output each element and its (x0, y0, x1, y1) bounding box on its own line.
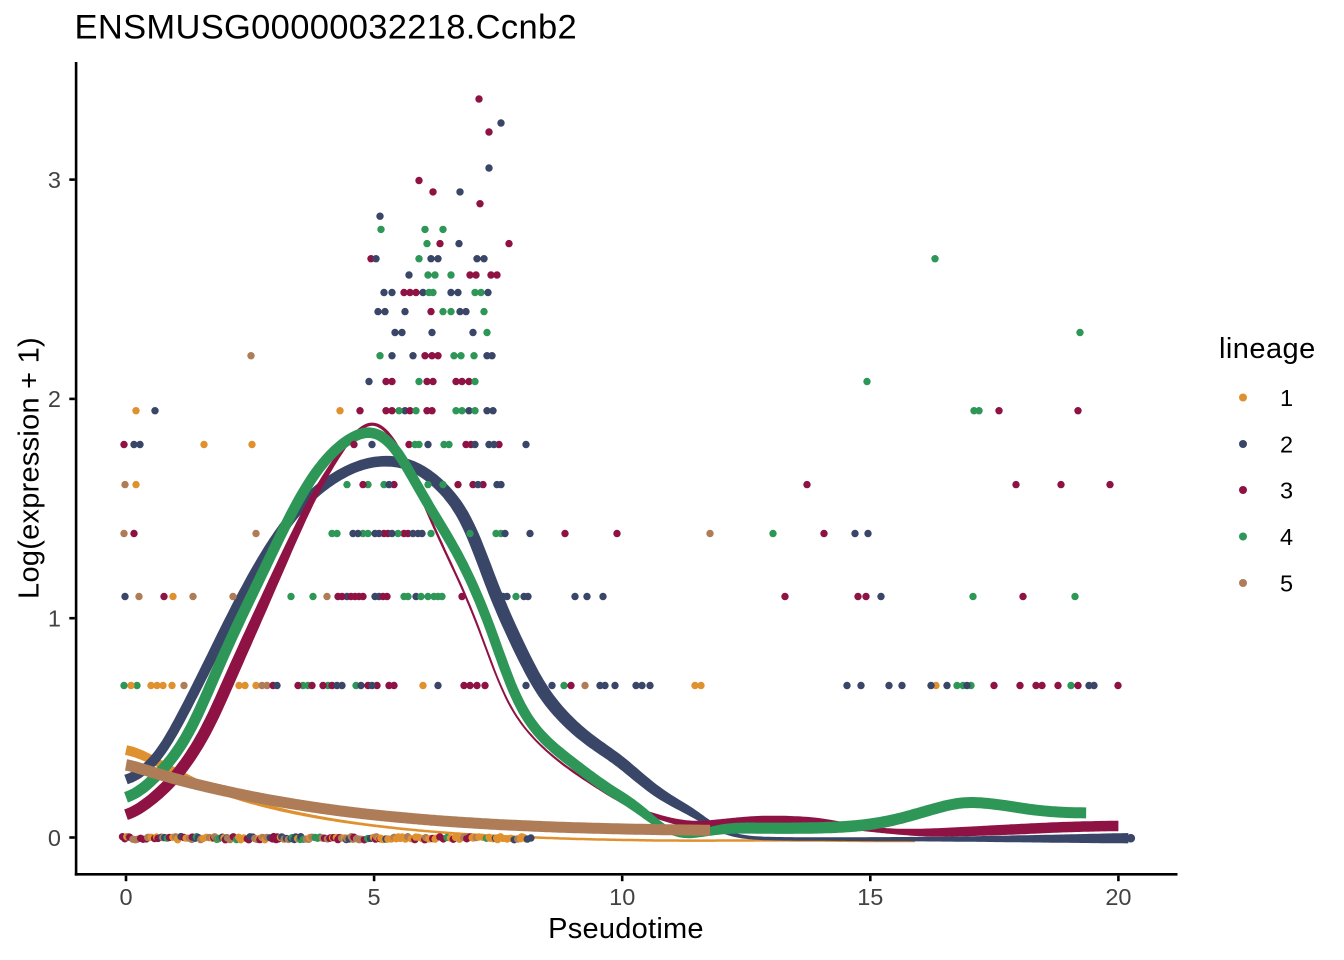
svg-text:0: 0 (48, 825, 61, 851)
svg-text:15: 15 (857, 884, 883, 910)
svg-text:5: 5 (1280, 570, 1293, 596)
svg-text:1: 1 (48, 606, 61, 632)
svg-text:1: 1 (1280, 385, 1293, 411)
svg-text:2: 2 (48, 386, 61, 412)
svg-text:4: 4 (1280, 524, 1293, 550)
svg-text:10: 10 (609, 884, 635, 910)
svg-text:3: 3 (48, 167, 61, 193)
svg-text:2: 2 (1280, 431, 1293, 457)
svg-text:ENSMUSG00000032218.Ccnb2: ENSMUSG00000032218.Ccnb2 (75, 9, 578, 47)
svg-text:3: 3 (1280, 477, 1293, 503)
svg-text:20: 20 (1105, 884, 1131, 910)
svg-text:lineage: lineage (1219, 333, 1316, 365)
svg-text:0: 0 (119, 884, 132, 910)
svg-text:5: 5 (368, 884, 381, 910)
svg-text:Log(expression + 1): Log(expression + 1) (14, 337, 46, 599)
svg-text:Pseudotime: Pseudotime (548, 913, 704, 945)
